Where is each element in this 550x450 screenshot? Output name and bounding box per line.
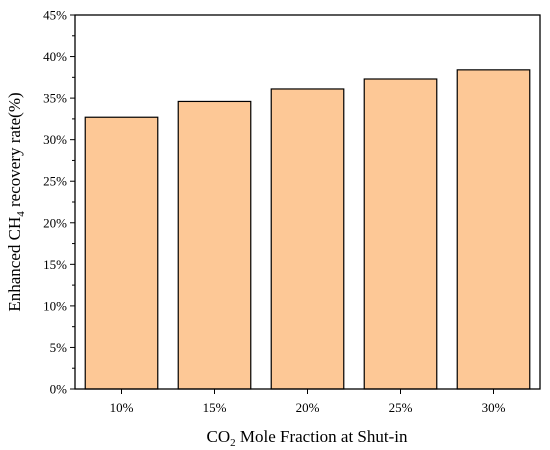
y-axis: 0% 5% 10% 15% 20% 25% 30% 35% 40% 45%	[43, 8, 75, 397]
y-axis-title-sub: 4	[15, 211, 27, 217]
x-axis-title-sub: 2	[230, 437, 236, 449]
y-axis-title-post: recovery rate(%)	[5, 92, 24, 211]
x-tick-label-3: 25%	[389, 400, 413, 415]
y-tick-label-7: 35%	[43, 91, 67, 106]
y-tick-label-2: 10%	[43, 298, 67, 313]
bar-1	[177, 100, 252, 390]
y-tick-label-9: 45%	[43, 8, 67, 23]
x-axis-title: CO2 Mole Fraction at Shut-in	[207, 427, 408, 449]
y-tick-label-5: 25%	[43, 174, 67, 189]
y-axis-title-pre: Enhanced CH	[5, 217, 24, 312]
bar-2	[270, 88, 345, 390]
x-axis-title-post: Mole Fraction at Shut-in	[236, 427, 408, 446]
y-tick-label-4: 20%	[43, 215, 67, 230]
y-tick-label-6: 30%	[43, 132, 67, 147]
x-tick-label-0: 10%	[110, 400, 134, 415]
x-tick-label-1: 15%	[203, 400, 227, 415]
bar-3	[363, 78, 438, 390]
y-axis-title: Enhanced CH4 recovery rate(%)	[5, 92, 27, 311]
x-tick-label-4: 30%	[482, 400, 506, 415]
y-tick-label-8: 40%	[43, 49, 67, 64]
plot-frame	[74, 14, 541, 390]
bar-0	[84, 116, 159, 390]
x-axis: 10% 15% 20% 25% 30%	[110, 389, 506, 415]
x-tick-label-2: 20%	[296, 400, 320, 415]
y-tick-label-0: 0%	[50, 382, 68, 397]
y-tick-label-3: 15%	[43, 257, 67, 272]
bar-4	[456, 69, 531, 390]
y-tick-label-1: 5%	[50, 340, 68, 355]
bars-group	[84, 69, 531, 390]
x-axis-title-pre: CO	[207, 427, 231, 446]
